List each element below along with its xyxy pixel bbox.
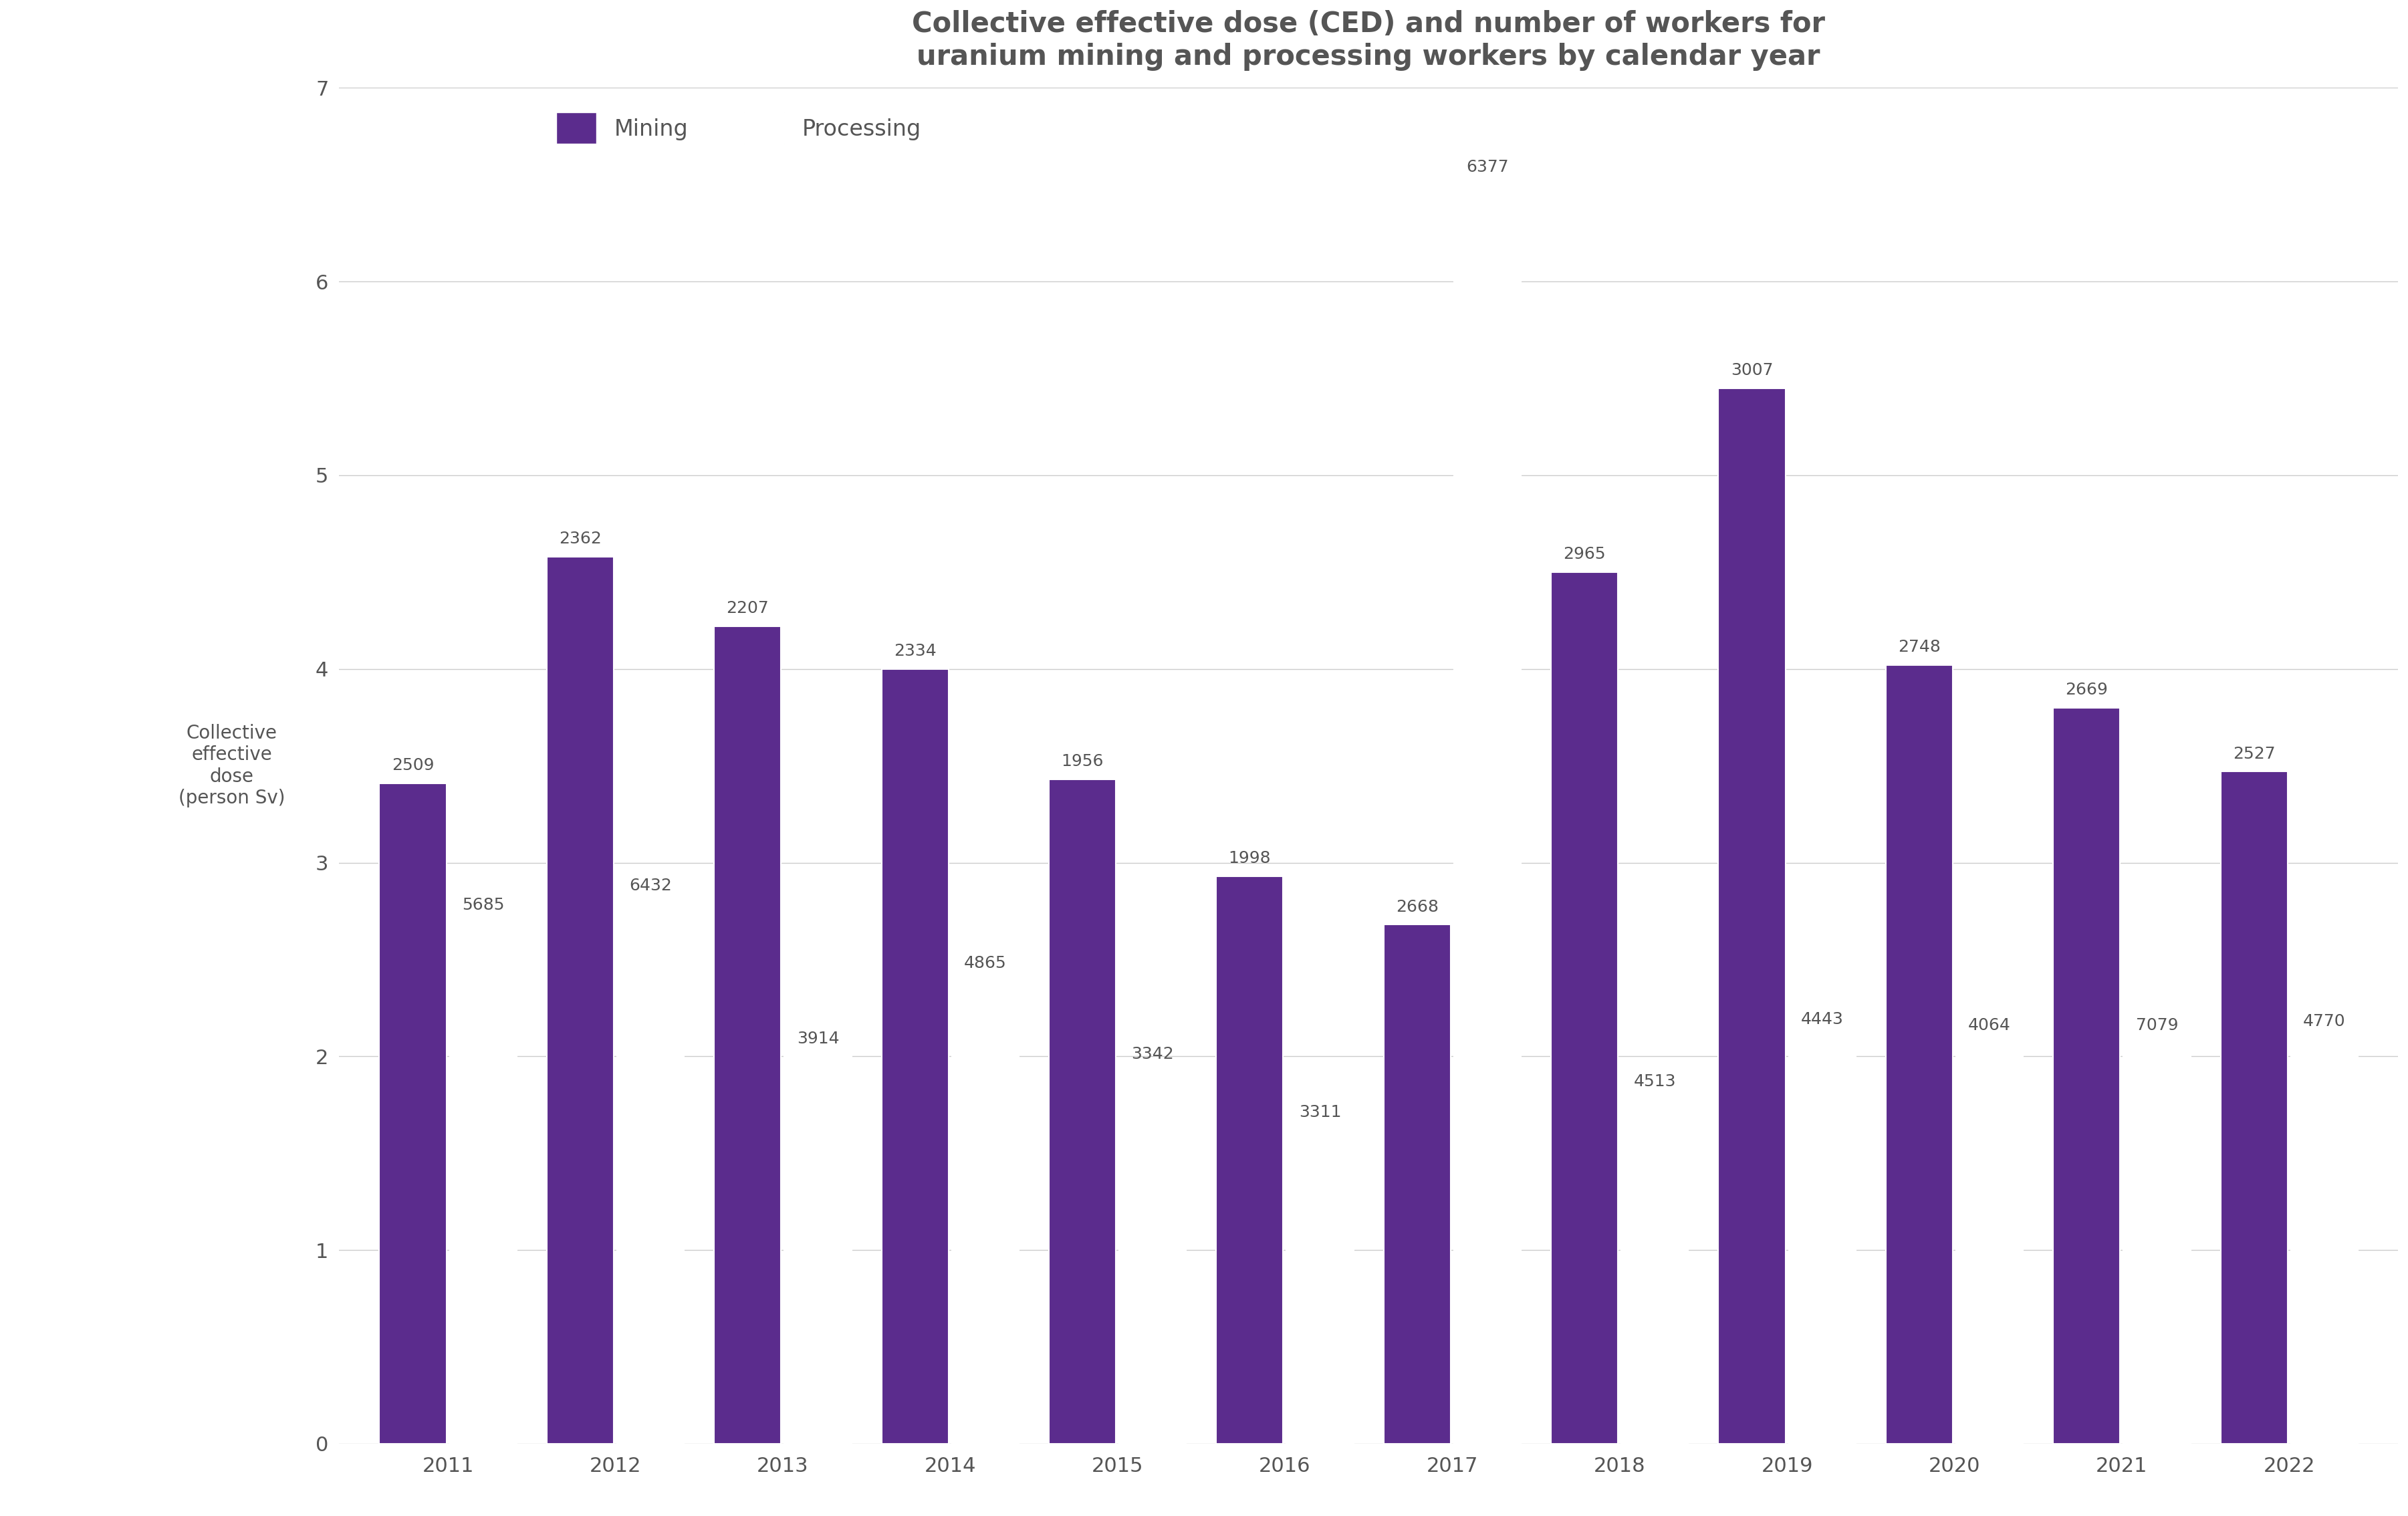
Bar [881,669,949,1443]
Bar [616,904,684,1443]
Bar [2124,1043,2191,1443]
Title: Collective effective dose (CED) and number of workers for
uranium mining and pro: Collective effective dose (CED) and numb… [913,11,1825,71]
Text: 3007: 3007 [1731,362,1772,379]
Text: 2668: 2668 [1397,899,1438,916]
Text: 4865: 4865 [963,955,1007,972]
Text: 7079: 7079 [2136,1017,2179,1032]
Text: 2509: 2509 [393,758,433,773]
Bar [1789,1037,1857,1443]
Text: 4513: 4513 [1633,1073,1676,1090]
Text: 4770: 4770 [2302,1013,2345,1029]
Bar [1385,925,1450,1443]
Bar [715,626,780,1443]
Bar [1955,1043,2023,1443]
Bar [2290,1038,2357,1443]
Bar [1719,388,1784,1443]
Bar [2054,708,2119,1443]
Bar [1885,666,1953,1443]
Bar [1454,185,1522,1443]
Bar [1286,1129,1353,1443]
Text: 2334: 2334 [893,643,937,659]
Text: 2362: 2362 [559,531,602,547]
Bar [380,784,445,1443]
Text: 5685: 5685 [462,897,503,913]
Bar [785,1057,852,1443]
Bar [951,981,1019,1443]
Text: 6377: 6377 [1466,159,1510,174]
Text: 2527: 2527 [2232,746,2276,763]
Bar [1216,876,1283,1443]
Bar [1120,1072,1187,1443]
Bar [547,556,614,1443]
Text: 6432: 6432 [628,878,672,893]
Text: 2207: 2207 [727,600,768,617]
Y-axis label: Collective
effective
dose
(person Sv): Collective effective dose (person Sv) [178,725,284,808]
Text: 2965: 2965 [1563,546,1606,562]
Text: 1956: 1956 [1062,753,1103,770]
Bar [1050,779,1115,1443]
Bar [1621,1099,1688,1443]
Legend: Mining, Processing: Mining, Processing [556,112,920,144]
Bar [1551,572,1618,1443]
Text: 4064: 4064 [1967,1017,2011,1032]
Text: 3311: 3311 [1298,1104,1341,1120]
Bar [450,923,518,1443]
Text: 4443: 4443 [1801,1011,1845,1028]
Text: 3342: 3342 [1132,1046,1175,1063]
Text: 3914: 3914 [797,1031,838,1046]
Bar [2220,772,2288,1443]
Text: 2748: 2748 [1898,640,1941,655]
Text: 1998: 1998 [1228,850,1271,867]
Text: 2669: 2669 [2066,682,2107,697]
